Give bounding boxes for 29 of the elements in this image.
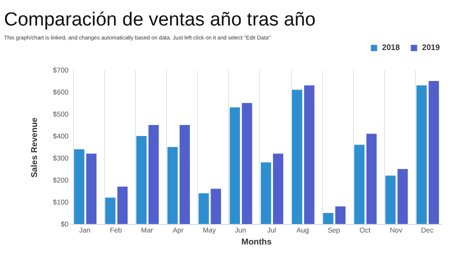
chart-title: Comparación de ventas año tras año [4,10,316,30]
bar [416,85,427,224]
bar [272,154,284,224]
bar [335,206,346,224]
bar [148,125,159,224]
bar [242,103,252,224]
bar [167,147,178,224]
bar [304,85,314,224]
bar [117,186,128,224]
bar [180,125,190,224]
bar [230,107,240,224]
legend-label: 2019 [422,43,440,52]
bar [366,134,377,224]
legend-label: 2018 [382,43,400,52]
bar [74,149,84,224]
bar [198,193,209,224]
bar [136,136,147,224]
y-axis-title: Sales Revenue [28,117,39,178]
bar [105,198,116,224]
bar [210,188,222,224]
bar [323,213,334,224]
bar [385,176,396,224]
bar [86,154,96,224]
bar [354,144,365,224]
bar [398,169,408,224]
x-axis-title: Months [241,236,272,246]
bar [428,81,439,224]
bar [292,90,302,224]
bar [260,162,272,224]
